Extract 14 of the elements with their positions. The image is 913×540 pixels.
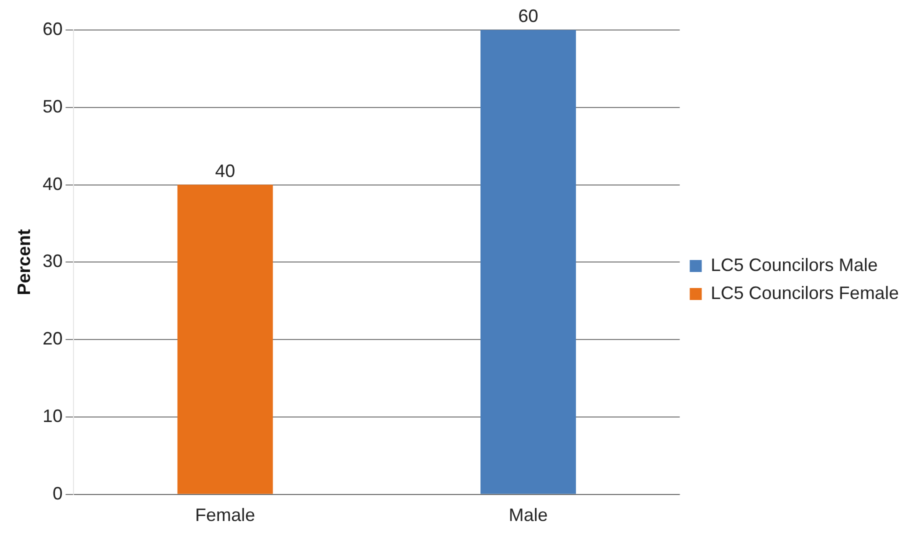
data-label: 40 bbox=[215, 160, 236, 181]
y-tick-label: 40 bbox=[42, 174, 63, 194]
x-tick-label: Female bbox=[195, 505, 256, 526]
y-tick-label: 60 bbox=[42, 18, 63, 39]
y-tick-label: 10 bbox=[42, 406, 63, 426]
y-tick-label: 50 bbox=[42, 96, 63, 116]
x-tick-label: Male bbox=[508, 505, 548, 526]
legend-label: LC5 Councilors Female bbox=[710, 282, 899, 303]
data-label: 60 bbox=[518, 6, 538, 26]
y-tick-label: 0 bbox=[52, 483, 63, 504]
y-tick-label: 30 bbox=[42, 251, 63, 272]
y-tick-label: 20 bbox=[42, 328, 63, 349]
y-axis-title: Percent bbox=[14, 229, 34, 296]
legend-label: LC5 Councilors Male bbox=[710, 254, 878, 275]
